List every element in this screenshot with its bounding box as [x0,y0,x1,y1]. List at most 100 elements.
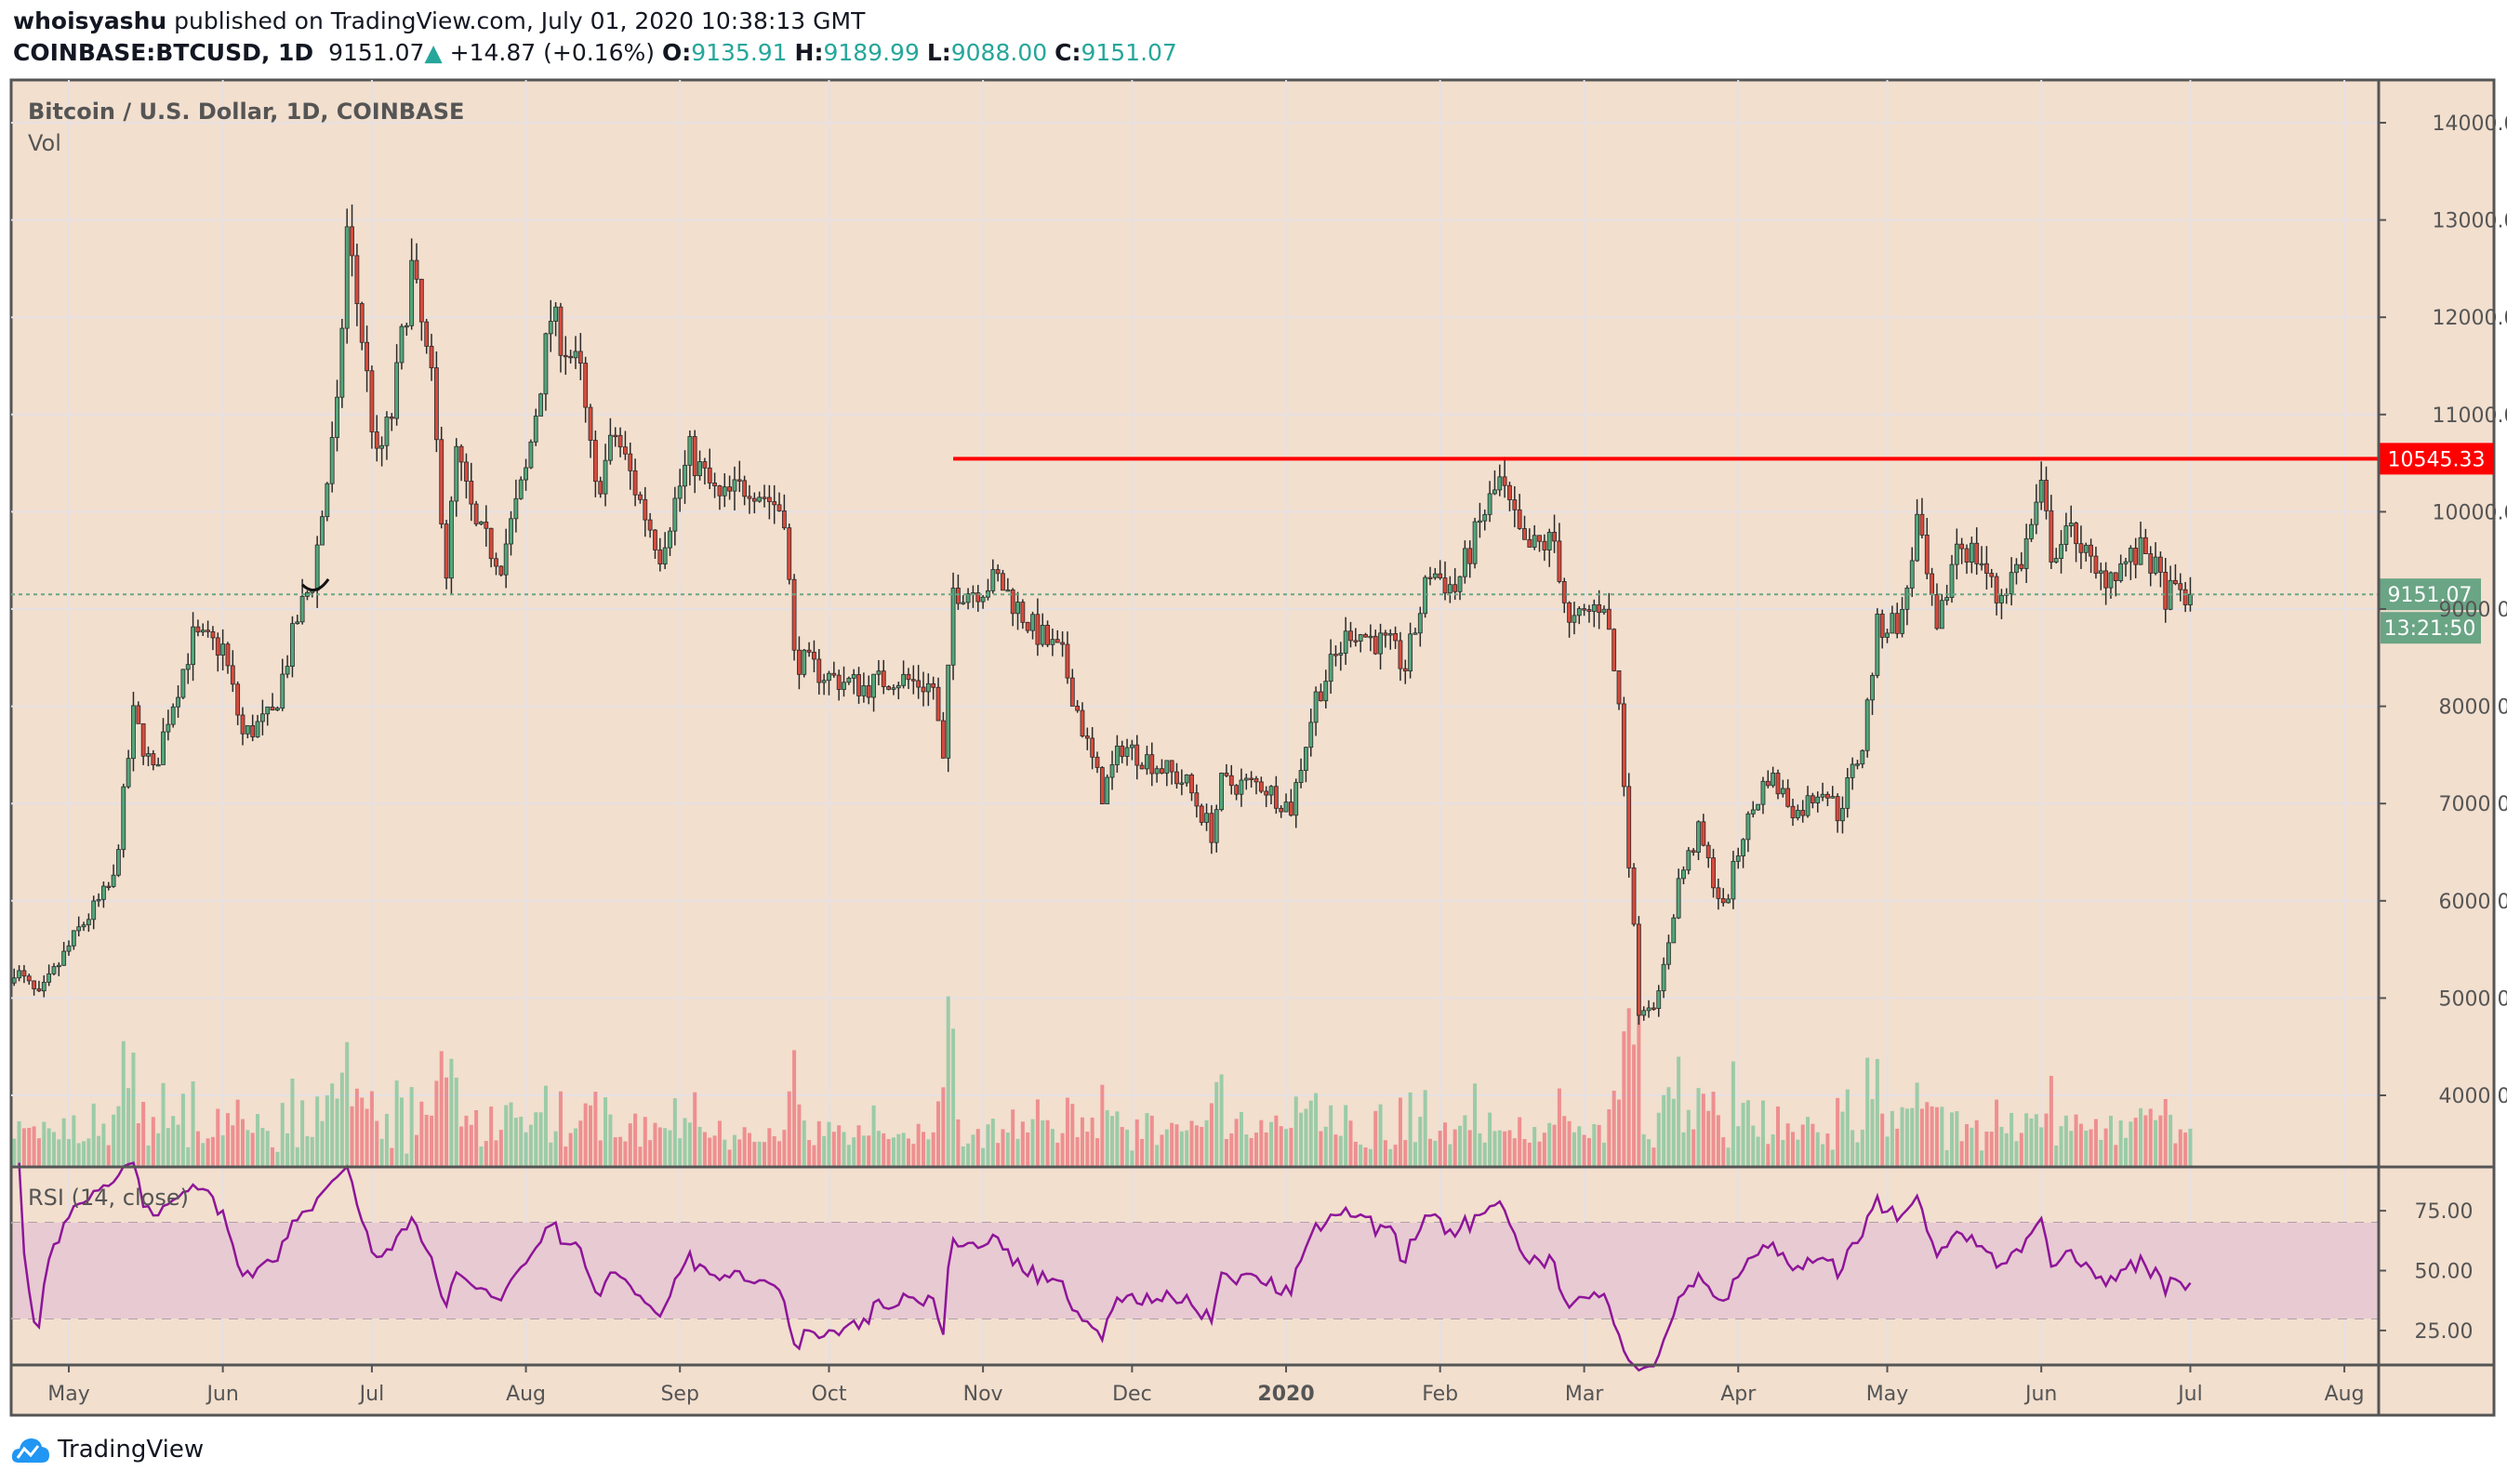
y-tick-label: 7000.00 [2439,793,2507,816]
candle-down [1835,796,1840,822]
volume-bar [747,1133,751,1166]
volume-bar [856,1125,861,1166]
volume-bar [1185,1130,1189,1166]
candle-up [509,518,513,545]
candle-up [1283,802,1289,813]
volume-label: Vol [28,130,61,156]
candle-up [2098,570,2103,574]
candle-down [657,550,663,564]
candle-down [1959,543,1965,550]
symbol-label: COINBASE:BTCUSD, 1D [13,39,314,66]
candle-up [1860,749,1865,765]
candle-down [1983,563,1989,574]
tradingview-logo[interactable]: TradingView [11,1435,204,1464]
candle-down [429,345,434,368]
candle-down [1651,1007,1656,1010]
candle-down [374,431,379,449]
candle-down [583,363,589,408]
candle-up [1666,942,1671,965]
candle-up [2063,525,2069,546]
candle-up [2108,572,2114,589]
candle-up [146,753,151,757]
volume-bar [2143,1115,2148,1166]
candle-up [1641,1010,1647,1016]
volume-bar [1393,1145,1398,1166]
volume-bar [2069,1131,2074,1166]
candle-down [1720,897,1726,904]
volume-bar [1830,1149,1835,1166]
volume-bar [1433,1140,1438,1166]
candle-up [1447,584,1452,594]
candle-down [797,649,802,675]
candle-down [1552,531,1557,542]
volume-bar [1075,1136,1080,1166]
candle-down [433,367,439,441]
volume-bar [1955,1111,1959,1166]
candle-down [1442,577,1448,594]
candle-up [1900,608,1904,634]
candle-up [1890,613,1895,634]
candle-up [2023,537,2029,569]
x-tick-label: Mar [1565,1383,1604,1406]
candle-up [1214,809,1219,843]
candle-down [816,658,822,683]
candle-down [1711,857,1716,889]
volume-bar [1984,1132,1989,1166]
volume-bar [1915,1082,1919,1166]
volume-bar [335,1098,339,1166]
candle-down [1582,608,1587,611]
volume-bar [2103,1128,2108,1166]
volume-bar [513,1118,518,1166]
volume-bar [354,1088,359,1166]
candle-down [812,651,816,660]
volume-bar [1249,1137,1254,1166]
volume-bar [623,1141,628,1166]
volume-bar [1601,1142,1606,1166]
candle-up [1368,635,1373,639]
volume-bar [1035,1099,1040,1166]
x-tick-label: Jun [205,1383,238,1406]
candles [11,204,2193,1026]
candle-down [1055,639,1060,643]
candle-up [2068,523,2074,527]
candle-up [821,680,827,683]
candle-up [1015,602,1020,615]
volume-bar [961,1146,965,1166]
candle-down [742,480,748,497]
resistance-price-label [2379,443,2494,475]
x-tick-label: Jun [2023,1383,2057,1406]
candle-down [1765,780,1771,787]
volume-bar [201,1143,206,1166]
volume-bar [1845,1089,1850,1166]
close-label: C: [1055,39,1081,66]
volume-bar [1001,1129,1005,1166]
candle-up [1979,563,1984,566]
volume-bar [1512,1138,1517,1166]
volume-bar [2133,1118,2138,1166]
author-name[interactable]: whoisyashu [13,7,167,34]
candle-down [975,592,981,603]
volume-bar [1418,1116,1423,1166]
volume-bar [1637,980,1641,1166]
volume-bar [1567,1120,1572,1166]
volume-bar [275,1151,280,1166]
candle-up [220,643,226,656]
volume-bar [1467,1130,1472,1166]
volume-bar [1219,1074,1224,1166]
last-price-label [2379,578,2481,611]
volume-bar [2154,1120,2158,1166]
candle-up [1795,810,1800,818]
volume-bar [1860,1129,1864,1166]
volume-bar [459,1126,464,1166]
volume-bar [231,1125,235,1166]
volume-bar [156,1133,161,1166]
volume-bar [1836,1097,1840,1166]
volume-bar [1065,1097,1069,1166]
candle-down [1879,613,1885,638]
candle-down [1561,581,1567,603]
volume-bar [742,1127,747,1166]
volume-bar [46,1128,51,1166]
x-tick-label: Nov [963,1383,1003,1406]
volume-bar [1373,1110,1378,1166]
